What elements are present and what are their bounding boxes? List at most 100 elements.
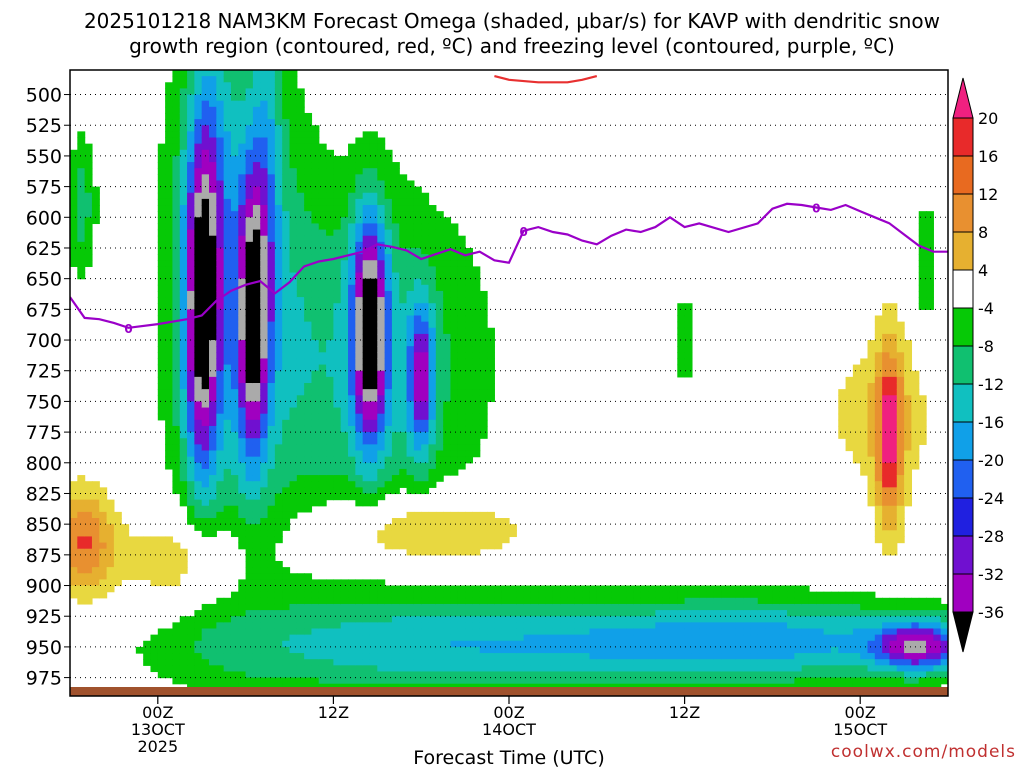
- omega-cell: [282, 137, 291, 145]
- omega-cell: [230, 475, 239, 482]
- omega-cell: [772, 622, 781, 630]
- omega-cell: [340, 616, 349, 623]
- omega-cell: [369, 266, 378, 274]
- omega-cell: [230, 88, 239, 96]
- omega-cell: [128, 560, 137, 568]
- omega-cell: [830, 628, 839, 636]
- omega-cell: [816, 591, 825, 599]
- omega-cell: [823, 616, 832, 623]
- omega-cell: [348, 616, 356, 623]
- omega-cell: [318, 284, 327, 292]
- omega-cell: [362, 603, 371, 611]
- omega-cell: [713, 677, 722, 685]
- omega-cell: [187, 419, 195, 427]
- omega-cell: [209, 530, 217, 538]
- omega-cell: [252, 536, 261, 544]
- omega-cell: [428, 432, 437, 439]
- omega-cell: [304, 573, 313, 580]
- omega-cell: [860, 383, 869, 390]
- omega-cell: [77, 536, 86, 544]
- omega-cell: [406, 456, 415, 464]
- omega-cell: [326, 450, 334, 458]
- omega-cell: [304, 677, 313, 685]
- omega-cell: [450, 352, 459, 360]
- omega-cell: [318, 180, 327, 188]
- omega-cell: [399, 603, 408, 611]
- omega-cell: [428, 303, 437, 310]
- omega-cell: [384, 260, 393, 267]
- omega-cell: [260, 413, 269, 421]
- omega-cell: [230, 444, 239, 452]
- omega-cell: [391, 462, 400, 470]
- omega-cell: [179, 622, 188, 630]
- omega-cell: [355, 628, 364, 636]
- omega-cell: [77, 137, 86, 145]
- omega-cell: [435, 511, 444, 519]
- omega-cell: [77, 573, 86, 580]
- omega-cell: [369, 432, 378, 439]
- omega-cell: [113, 548, 122, 556]
- omega-cell: [282, 450, 291, 458]
- omega-cell: [443, 646, 452, 654]
- omega-cell: [245, 76, 254, 83]
- omega-cell: [421, 290, 430, 298]
- omega-cell: [326, 333, 334, 341]
- omega-cell: [355, 266, 364, 274]
- omega-cell: [274, 616, 283, 623]
- omega-cell: [384, 616, 393, 623]
- omega-cell: [516, 628, 525, 636]
- omega-cell: [362, 205, 371, 212]
- omega-cell: [369, 229, 378, 237]
- omega-cell: [304, 266, 313, 274]
- omega-cell: [750, 634, 759, 642]
- omega-cell: [252, 646, 261, 654]
- omega-cell: [326, 284, 334, 292]
- omega-cell: [106, 567, 115, 574]
- omega-cell: [750, 603, 759, 611]
- omega-cell: [274, 94, 283, 102]
- omega-cell: [165, 254, 174, 261]
- omega-cell: [267, 284, 276, 292]
- omega-cell: [209, 229, 217, 237]
- omega-cell: [172, 444, 181, 452]
- omega-cell: [713, 622, 722, 630]
- omega-cell: [545, 677, 554, 685]
- omega-cell: [296, 180, 305, 188]
- omega-cell: [194, 321, 203, 329]
- omega-cell: [450, 671, 459, 679]
- omega-cell: [538, 591, 547, 599]
- omega-cell: [838, 407, 847, 415]
- omega-cell: [238, 444, 247, 452]
- omega-cell: [362, 192, 371, 200]
- omega-cell: [860, 389, 869, 396]
- omega-cell: [421, 198, 430, 206]
- omega-cell: [765, 616, 773, 623]
- omega-cell: [194, 205, 203, 212]
- omega-cell: [223, 284, 232, 292]
- omega-cell: [340, 266, 349, 274]
- omega-cell: [574, 665, 583, 673]
- omega-cell: [165, 217, 174, 225]
- omega-cell: [333, 438, 342, 445]
- omega-cell: [509, 530, 517, 538]
- omega-cell: [443, 432, 452, 439]
- omega-cell: [260, 266, 269, 274]
- omega-cell: [216, 297, 225, 304]
- omega-cell: [274, 119, 283, 126]
- omega-cell: [289, 192, 298, 200]
- omega-cell: [772, 640, 781, 648]
- omega-cell: [867, 425, 876, 433]
- omega-cell: [223, 82, 232, 90]
- omega-cell: [677, 677, 686, 685]
- omega-cell: [443, 346, 452, 353]
- omega-cell: [399, 646, 408, 654]
- omega-cell: [260, 665, 269, 673]
- omega-cell: [867, 370, 876, 378]
- omega-cell: [252, 333, 261, 341]
- omega-cell: [413, 346, 422, 353]
- omega-cell: [245, 376, 254, 384]
- omega-cell: [106, 554, 115, 562]
- omega-cell: [457, 456, 466, 464]
- omega-cell: [201, 186, 210, 194]
- omega-cell: [274, 211, 283, 218]
